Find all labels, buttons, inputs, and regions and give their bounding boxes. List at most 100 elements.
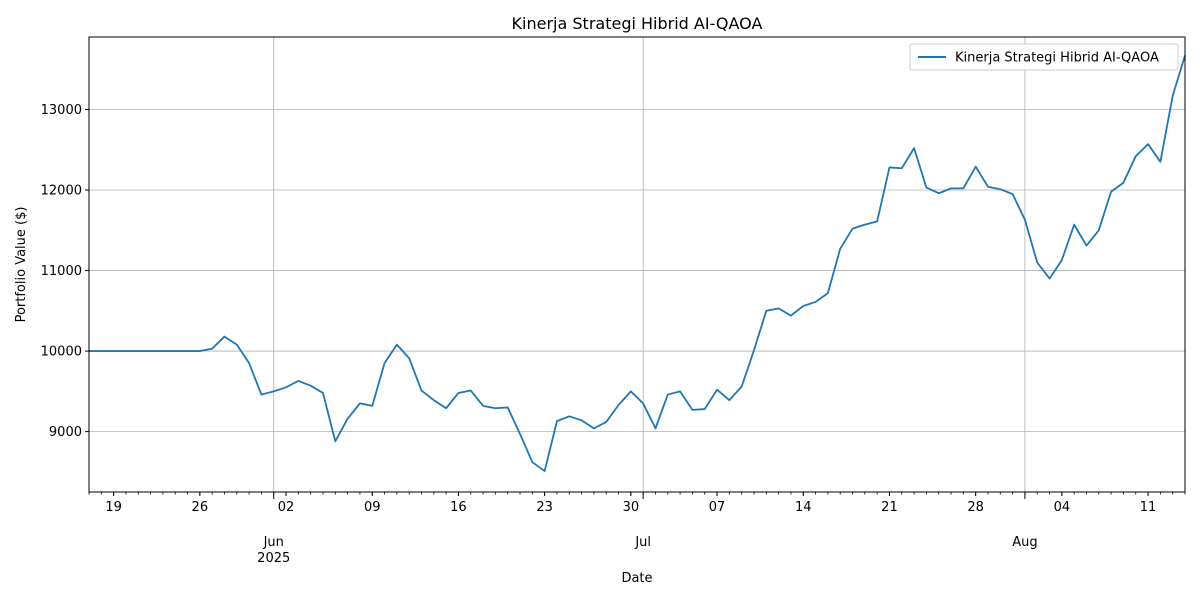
grid-lines [89,37,1185,492]
data-point [531,461,533,463]
data-point [309,384,311,386]
data-point [433,399,435,401]
y-tick-label: 13000 [41,103,82,118]
data-point [974,165,976,167]
data-point [851,227,853,229]
data-point [913,147,915,149]
x-tick-label: 14 [795,500,812,515]
data-point [839,248,841,250]
data-point [667,393,669,395]
data-point [297,380,299,382]
data-point [1061,259,1063,261]
data-point [580,419,582,421]
data-point [654,427,656,429]
x-major-tick-label: Aug [1012,535,1037,550]
y-tick-label: 10000 [41,345,82,360]
data-point [322,392,324,394]
data-point [1024,219,1026,221]
data-point [814,301,816,303]
data-point [1122,182,1124,184]
data-point [1159,161,1161,163]
data-point [617,404,619,406]
data-point [987,186,989,188]
data-point [679,390,681,392]
data-point [248,362,250,364]
data-point [888,166,890,168]
data-point [1171,95,1173,97]
data-point [506,406,508,408]
data-point [149,350,151,352]
legend-label: Kinerja Strategi Hibrid AI-QAOA [955,51,1159,66]
data-point [642,402,644,404]
x-tick-label: 30 [623,500,640,515]
data-point [211,347,213,349]
data-point [174,350,176,352]
data-point [223,335,225,337]
data-point [716,389,718,391]
data-point [100,350,102,352]
x-tick-label: 02 [278,500,295,515]
data-point [1135,155,1137,157]
data-point [112,350,114,352]
data-point [962,187,964,189]
data-point [543,470,545,472]
x-tick-label: 07 [709,500,726,515]
data-point [802,305,804,307]
x-major-tick-sublabel: 2025 [257,551,290,566]
data-point [1110,190,1112,192]
x-tick-label: 21 [881,500,898,515]
axis-ticks: 9000 10000 11000 12000 13000 19 26 02 09 16 23 30 07… [41,103,1186,566]
x-tick-label: 11 [1140,500,1157,515]
y-axis-label: Portfolio Value ($) [14,207,29,323]
data-point [445,407,447,409]
data-point [777,307,779,309]
data-point [162,350,164,352]
chart-title: Kinerja Strategi Hibrid AI-QAOA [512,14,763,33]
y-tick-label: 9000 [49,425,82,440]
x-tick-label: 16 [450,500,467,515]
x-axis-label: Date [621,571,652,586]
data-point [383,362,385,364]
data-point [1011,193,1013,195]
legend-box [909,43,1179,71]
data-point [938,192,940,194]
data-point [999,188,1001,190]
y-tick-label: 12000 [41,184,82,199]
data-point [704,408,706,410]
x-tick-label: 28 [967,500,984,515]
data-point [482,405,484,407]
y-tick-label: 11000 [41,264,82,279]
data-point [494,407,496,409]
data-point [359,402,361,404]
data-point [1085,244,1087,246]
data-point [1048,277,1050,279]
data-point [630,390,632,392]
data-point [470,389,472,391]
data-point [790,314,792,316]
series-layer [89,55,1186,472]
data-point [691,409,693,411]
data-point [457,392,459,394]
plot-frame [88,36,1186,493]
x-tick-label: 23 [536,500,553,515]
data-point [1073,223,1075,225]
x-tick-label: 26 [192,500,209,515]
x-tick-label: 09 [364,500,381,515]
data-point [876,220,878,222]
data-point [396,343,398,345]
data-point [827,292,829,294]
data-point [236,343,238,345]
x-major-tick-label: Jun [263,535,284,550]
data-point [950,187,952,189]
data-point [593,427,595,429]
data-point [408,357,410,359]
data-point [765,310,767,312]
data-point [1098,229,1100,231]
data-point [753,349,755,351]
data-point [285,386,287,388]
data-point [125,350,127,352]
data-point [1147,143,1149,145]
